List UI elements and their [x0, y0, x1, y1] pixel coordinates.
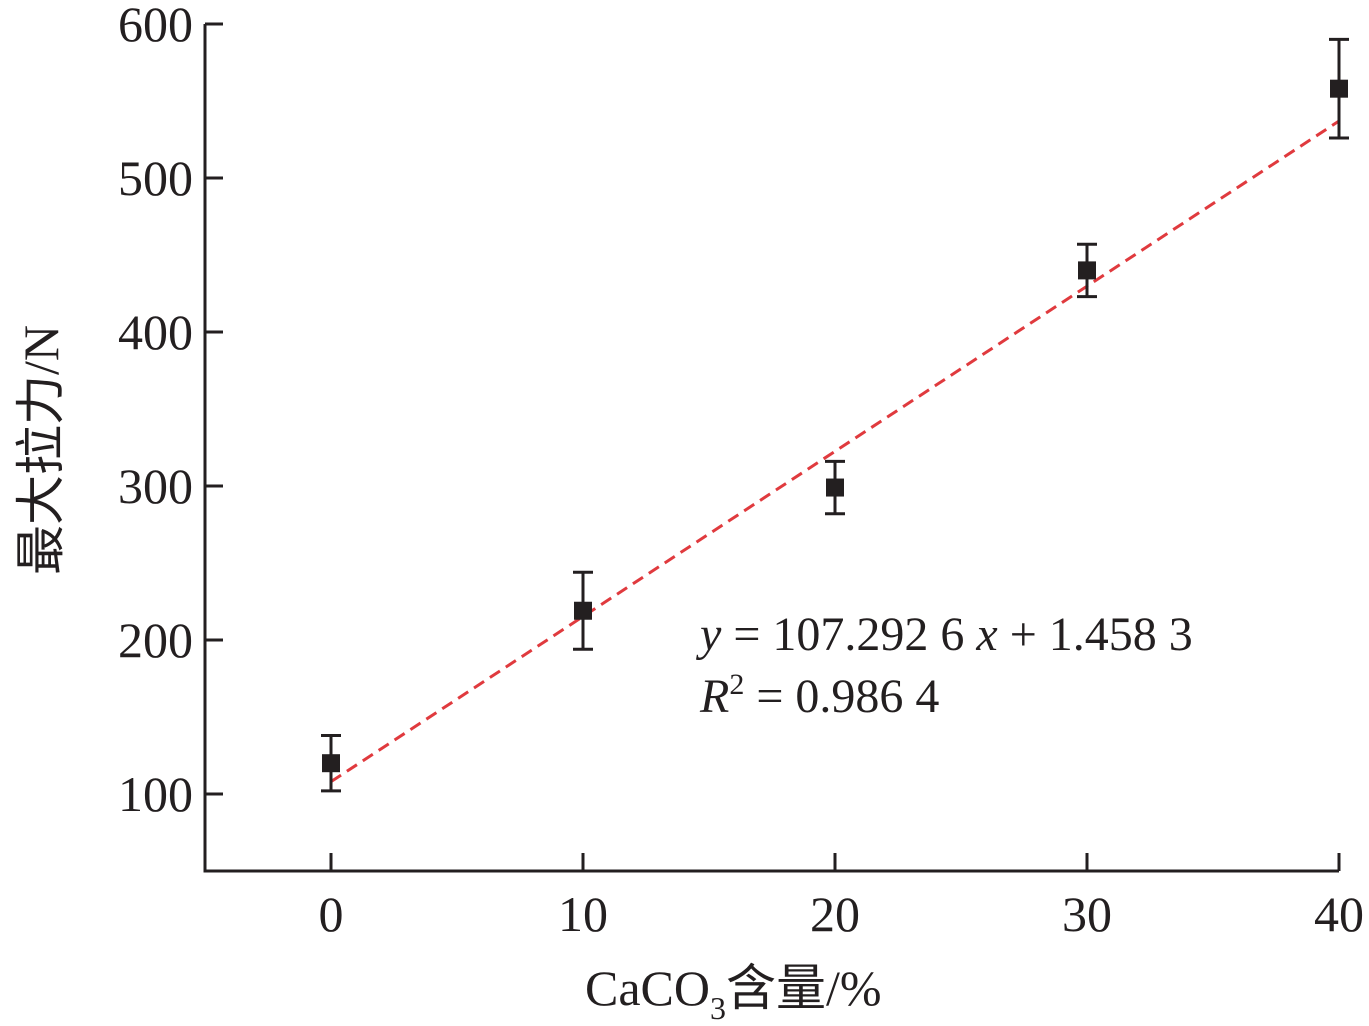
- x-tick-label: 30: [1062, 886, 1112, 942]
- data-point: [1078, 261, 1096, 280]
- data-points: [321, 37, 1349, 793]
- data-point-group: [1077, 242, 1097, 299]
- equation-intercept: + 1.458 3: [998, 608, 1193, 661]
- fit-line: [330, 119, 1340, 783]
- y-tick-label: 600: [118, 0, 193, 52]
- x-tick-label: 20: [810, 886, 860, 942]
- r-squared-annotation: R2 = 0.986 4: [699, 668, 939, 723]
- x-tick-label: 10: [558, 886, 608, 942]
- x-tick-label: 0: [319, 886, 344, 942]
- data-point-group: [321, 733, 341, 793]
- y-tick-label: 500: [118, 150, 193, 206]
- x-axis-title-main: CaCO: [585, 960, 710, 1016]
- r-squared-value: = 0.986 4: [744, 670, 939, 723]
- data-point-group: [825, 459, 845, 516]
- r-squared-symbol: R: [699, 670, 729, 723]
- equation-x-symbol: x: [975, 608, 997, 661]
- x-axis-title-subscript: 3: [710, 990, 726, 1026]
- equation-annotation: y = 107.292 6 x + 1.458 3: [695, 608, 1193, 661]
- axes: [203, 24, 1339, 873]
- ticks: 100 200 300 400 500 600 0 10 20 30 40: [118, 0, 1364, 942]
- data-point: [574, 601, 592, 620]
- y-tick-label: 400: [118, 304, 193, 360]
- y-tick-label: 200: [118, 612, 193, 668]
- data-point: [826, 478, 844, 497]
- y-tick-label: 100: [118, 766, 193, 822]
- x-axis-title-suffix: 含量/%: [726, 960, 882, 1016]
- data-point-group: [573, 570, 593, 651]
- y-tick-label: 300: [118, 458, 193, 514]
- data-point: [322, 754, 340, 773]
- x-tick-label: 40: [1314, 886, 1364, 942]
- y-axis-title: 最大拉力/N: [13, 325, 69, 575]
- data-point: [1330, 79, 1348, 98]
- fit-line-layer: [330, 119, 1340, 783]
- r-squared-exponent: 2: [729, 668, 744, 701]
- equation-y-symbol: y: [695, 608, 722, 661]
- axis-frame: [203, 24, 1339, 873]
- equation-slope: = 107.292 6: [721, 608, 976, 661]
- data-point-group: [1329, 37, 1349, 140]
- x-axis-title: CaCO3含量/%: [585, 960, 882, 1026]
